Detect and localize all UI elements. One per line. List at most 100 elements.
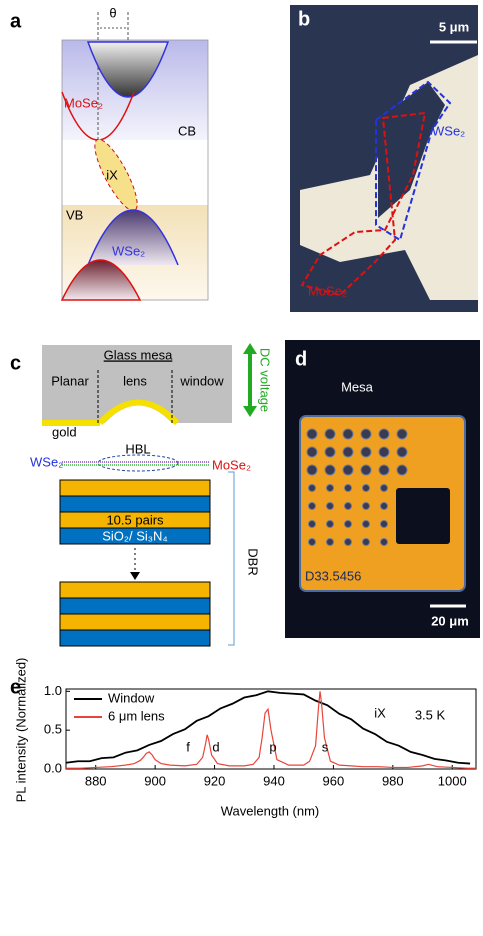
theta: θ: [109, 5, 116, 20]
layer: [60, 480, 210, 496]
x-tick-label: 880: [85, 773, 107, 788]
mose2-label: MoSe₂: [308, 283, 347, 298]
hole: [397, 429, 407, 439]
panel-c: c Glass mesa Planar lens window gold DC …: [10, 343, 273, 646]
hole: [325, 429, 335, 439]
hole: [361, 465, 371, 475]
x-tick-label: 1000: [438, 773, 467, 788]
hole: [325, 447, 335, 457]
panel-b: b 5 μm WSe₂ MoSe₂: [290, 5, 478, 312]
x-tick-label: 980: [382, 773, 404, 788]
hole: [345, 485, 352, 492]
hole: [379, 447, 389, 457]
y-tick-label: 1.0: [44, 683, 62, 698]
annotation: d: [212, 739, 219, 754]
legend-label: 6 μm lens: [108, 708, 165, 723]
hole: [379, 465, 389, 475]
window-label: window: [179, 373, 224, 388]
panel-d: d Mesa D33.5456 20 μm: [285, 340, 480, 638]
panel-label: d: [295, 348, 307, 370]
hole: [361, 447, 371, 457]
hole: [379, 429, 389, 439]
panel-label: c: [10, 352, 21, 374]
scale-label: 20 μm: [431, 613, 469, 628]
hole: [345, 539, 352, 546]
x-tick-label: 940: [263, 773, 285, 788]
hole: [327, 539, 334, 546]
hole: [327, 521, 334, 528]
cb-label: CB: [178, 123, 196, 138]
hole: [307, 447, 317, 457]
annotation: f: [186, 739, 190, 754]
mesa-title: Mesa: [341, 379, 374, 394]
hole: [361, 429, 371, 439]
scale-label: 5 μm: [439, 19, 469, 34]
figure: a θ iX MoSe₂ CB VB WSe₂ b 5 μm WSe₂ MoSe…: [0, 0, 483, 936]
layer: [60, 614, 210, 630]
hole: [309, 485, 316, 492]
x-tick-label: 920: [204, 773, 226, 788]
materials-label: SiO₂/ Si₃N₄: [102, 528, 168, 543]
hole: [309, 521, 316, 528]
annotation: iX: [374, 705, 386, 720]
annotation: 3.5 K: [415, 707, 446, 722]
panel-label: b: [298, 8, 310, 30]
panel-a: a θ iX MoSe₂ CB VB WSe₂: [10, 5, 208, 300]
hole: [343, 465, 353, 475]
layer: [60, 630, 210, 646]
hole: [325, 465, 335, 475]
y-axis-label: PL intensity (Normalized): [13, 658, 28, 803]
planar-label: Planar: [51, 373, 89, 388]
hole: [381, 539, 388, 546]
panel-label: a: [10, 10, 22, 32]
layer: [60, 598, 210, 614]
legend-label: Window: [108, 690, 155, 705]
mose2-label: MoSe₂: [64, 95, 103, 110]
wse2-label: WSe₂: [432, 123, 465, 138]
hole: [307, 465, 317, 475]
hole: [343, 429, 353, 439]
hole: [345, 503, 352, 510]
hole: [381, 521, 388, 528]
hole: [363, 539, 370, 546]
lens-label: lens: [123, 373, 147, 388]
arrow-head: [243, 406, 257, 417]
x-axis-label: Wavelength (nm): [221, 803, 320, 818]
hole: [363, 503, 370, 510]
layer: [60, 582, 210, 598]
hole: [363, 485, 370, 492]
y-tick-label: 0.5: [44, 722, 62, 737]
glass-mesa-label: Glass mesa: [104, 347, 173, 362]
dc-voltage-label: DC voltage: [258, 348, 273, 412]
annotation: s: [322, 739, 329, 754]
hole: [363, 521, 370, 528]
annotation: p: [269, 739, 276, 754]
x-tick-label: 960: [323, 773, 345, 788]
arrow-head: [130, 572, 140, 580]
dbr-label: DBR: [246, 548, 261, 575]
hole: [345, 521, 352, 528]
y-tick-label: 0.0: [44, 760, 62, 775]
wse2-label: WSe₂: [30, 454, 63, 469]
hole: [309, 539, 316, 546]
hole: [381, 485, 388, 492]
gold-label: gold: [52, 424, 77, 439]
hole: [309, 503, 316, 510]
hbl-label: HBL: [125, 441, 150, 456]
window: [396, 488, 450, 544]
layer: [60, 496, 210, 512]
dbr-bracket: [228, 472, 234, 645]
sample-id: D33.5456: [305, 568, 361, 583]
mose2-label: MoSe₂: [212, 457, 251, 472]
hole: [397, 447, 407, 457]
x-tick-label: 900: [144, 773, 166, 788]
hole: [381, 503, 388, 510]
hole: [307, 429, 317, 439]
hole: [397, 465, 407, 475]
arrow-head: [243, 343, 257, 354]
hbl-ellipse: [98, 455, 178, 471]
wse2-label: WSe₂: [112, 243, 145, 258]
hole: [327, 503, 334, 510]
hole: [327, 485, 334, 492]
pairs-label: 10.5 pairs: [106, 512, 164, 527]
